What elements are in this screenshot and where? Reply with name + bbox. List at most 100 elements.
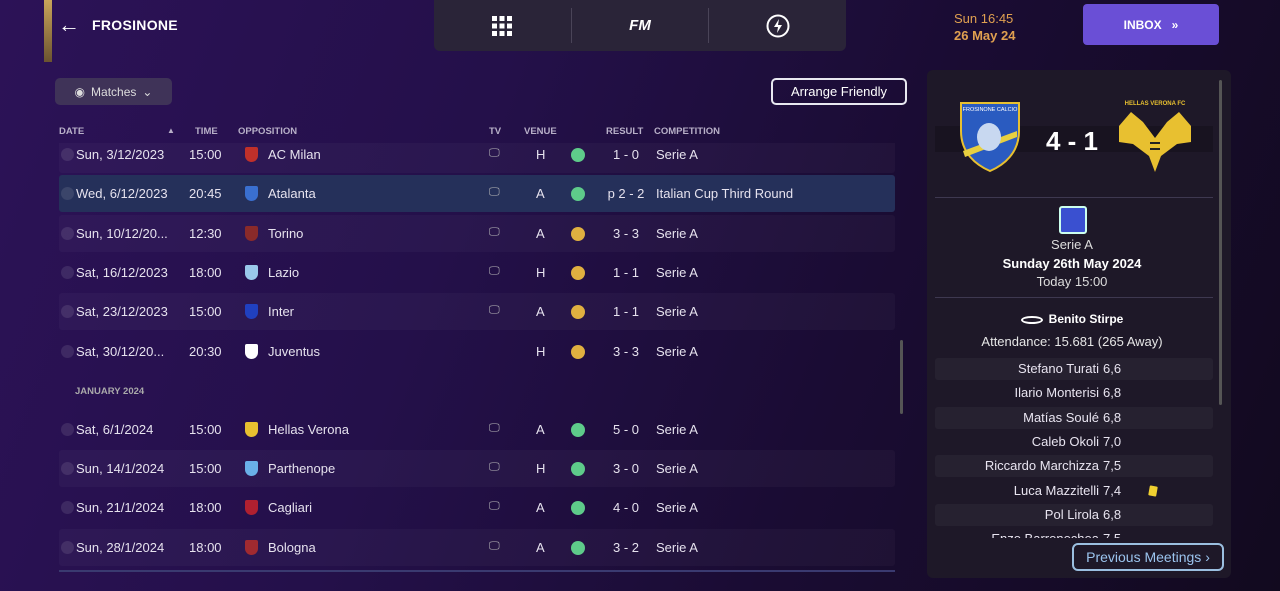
match-result[interactable]: 3 - 3 xyxy=(612,225,639,241)
draw-result-icon xyxy=(571,344,585,359)
hellas-verona-crest[interactable]: HELLAS VERONA FC xyxy=(1117,98,1193,178)
inbox-button[interactable]: INBOX » xyxy=(1083,4,1219,45)
competition[interactable]: Serie A xyxy=(656,421,698,437)
match-result[interactable]: 3 - 3 xyxy=(612,343,639,359)
competition[interactable]: Serie A xyxy=(656,264,698,280)
col-time[interactable]: TIME xyxy=(195,126,218,137)
match-result[interactable]: 1 - 0 xyxy=(612,147,639,162)
competition[interactable]: Italian Cup Third Round xyxy=(656,186,794,202)
col-competition[interactable]: COMPETITION xyxy=(654,126,720,137)
match-result[interactable]: 3 - 0 xyxy=(612,461,639,477)
game-date-time[interactable]: Sun 16:45 26 May 24 xyxy=(954,10,1015,44)
match-result[interactable]: 5 - 0 xyxy=(612,421,639,437)
attendance: Attendance: 15.681 (265 Away) xyxy=(981,334,1163,349)
match-result[interactable]: p 2 - 2 xyxy=(607,186,645,202)
match-time: 20:45 xyxy=(189,186,222,202)
col-venue[interactable]: VENUE xyxy=(524,126,557,137)
fixture-row[interactable]: Sun, 21/1/2024 18:00 Cagliari 🖵 A 4 - 0 … xyxy=(59,489,895,526)
fm-home-button[interactable]: FM xyxy=(572,8,710,43)
match-result[interactable]: 4 - 0 xyxy=(612,500,639,516)
panel-scrollbar[interactable] xyxy=(1219,80,1222,405)
player-rating-row[interactable]: Stefano Turati 6,6 xyxy=(935,358,1213,380)
player-rating-row[interactable]: Riccardo Marchizza 7,5 xyxy=(935,455,1213,478)
tv-icon: 🖵 xyxy=(489,421,500,434)
player-rating: 6,8 xyxy=(1103,409,1122,425)
table-scrollbar[interactable] xyxy=(900,340,903,414)
col-opposition[interactable]: OPPOSITION xyxy=(238,126,298,137)
fixture-row[interactable]: Sun, 10/12/20... 12:30 Torino 🖵 A 3 - 3 … xyxy=(59,215,895,252)
fixtures-table: Sun, 3/12/2023 15:00 AC Milan 🖵 H 1 - 0 … xyxy=(59,143,895,570)
arrange-friendly-button[interactable]: Arrange Friendly xyxy=(771,78,907,105)
venue: H xyxy=(536,147,546,162)
back-arrow-icon[interactable]: ← xyxy=(58,12,80,37)
fixture-row[interactable]: Wed, 6/12/2023 20:45 Atalanta 🖵 A p 2 - … xyxy=(59,175,895,213)
player-rating-row[interactable]: Caleb Okoli 7,0 xyxy=(935,431,1213,453)
club-accent-bar xyxy=(44,0,52,62)
played-check-icon xyxy=(61,148,74,161)
competition[interactable]: Serie A xyxy=(656,539,698,555)
competition[interactable]: Serie A xyxy=(656,147,698,162)
match-time: 15:00 xyxy=(189,421,222,437)
player-rating: 6,8 xyxy=(1103,385,1122,401)
tv-icon: 🖵 xyxy=(489,304,500,317)
match-date: Sat, 23/12/2023 xyxy=(76,304,168,320)
opponent-name[interactable]: Inter xyxy=(268,304,295,320)
opponent-name[interactable]: Lazio xyxy=(268,264,300,280)
competition[interactable]: Serie A xyxy=(656,304,698,320)
eye-icon: ◉ xyxy=(74,84,86,99)
club-title: FROSINONE xyxy=(92,17,178,33)
match-score: 4 - 1 xyxy=(1045,126,1099,156)
match-result[interactable]: 1 - 1 xyxy=(612,304,639,320)
fixture-row[interactable]: Sat, 16/12/2023 18:00 Lazio 🖵 H 1 - 1 Se… xyxy=(59,254,895,291)
venue: A xyxy=(536,225,545,241)
opponent-name[interactable]: Atalanta xyxy=(268,186,316,202)
fixture-row[interactable]: Sun, 28/1/2024 18:00 Bologna 🖵 A 3 - 2 S… xyxy=(59,529,895,566)
month-section-header: JANUARY 2024 xyxy=(75,385,145,397)
lightning-icon[interactable] xyxy=(709,8,846,43)
sort-asc-icon[interactable]: ▲ xyxy=(167,126,175,135)
opponent-name[interactable]: Cagliari xyxy=(268,500,313,516)
player-rating-row[interactable]: Pol Lirola 6,8 xyxy=(935,503,1213,526)
previous-meetings-label: Previous Meetings xyxy=(1086,549,1202,565)
opponent-name[interactable]: Hellas Verona xyxy=(268,421,349,437)
col-date[interactable]: DATE xyxy=(59,126,85,137)
player-rating: 7,5 xyxy=(1103,531,1121,538)
player-rating-row[interactable]: Ilario Monterisi 6,8 xyxy=(935,382,1213,404)
col-result[interactable]: RESULT xyxy=(606,126,644,137)
player-rating-row[interactable]: Matías Soulé 6,8 xyxy=(935,406,1213,429)
grid-menu-icon[interactable] xyxy=(434,8,572,43)
match-time: 18:00 xyxy=(189,539,222,555)
divider xyxy=(935,197,1213,198)
opponent-name[interactable]: Juventus xyxy=(268,343,321,359)
view-filter-dropdown[interactable]: ◉ Matches ⌄ xyxy=(55,78,172,105)
match-time: 15:00 xyxy=(189,461,222,477)
competition[interactable]: Serie A xyxy=(656,461,698,477)
match-date: Sun, 14/1/2024 xyxy=(76,461,165,477)
stadium-name: Benito Stirpe xyxy=(1048,312,1124,326)
fixture-row[interactable]: Sat, 30/12/20... 20:30 Juventus H 3 - 3 … xyxy=(59,333,895,370)
competition[interactable]: Serie A xyxy=(656,343,698,359)
opponent-name[interactable]: AC Milan xyxy=(268,147,321,162)
fixture-row[interactable]: Sun, 3/12/2023 15:00 AC Milan 🖵 H 1 - 0 … xyxy=(59,143,895,173)
opponent-name[interactable]: Bologna xyxy=(268,539,316,555)
competition[interactable]: Serie A xyxy=(656,500,698,516)
match-date: Sun, 21/1/2024 xyxy=(76,500,165,516)
competition[interactable]: Serie A xyxy=(656,225,698,241)
fixture-row[interactable]: Sat, 23/12/2023 15:00 Inter 🖵 A 1 - 1 Se… xyxy=(59,293,895,330)
opponent-name[interactable]: Parthenope xyxy=(268,461,336,477)
fixture-row[interactable]: Sat, 6/1/2024 15:00 Hellas Verona 🖵 A 5 … xyxy=(59,411,895,448)
away-crest-text: HELLAS VERONA FC xyxy=(1125,101,1186,107)
previous-meetings-button[interactable]: Previous Meetings › xyxy=(1072,543,1224,571)
match-result[interactable]: 3 - 2 xyxy=(612,539,639,555)
inbox-label: INBOX xyxy=(1123,17,1162,32)
player-rating-row[interactable]: Enzo Barrenechea 7,5 xyxy=(935,528,1213,538)
fixture-row[interactable]: Sun, 14/1/2024 15:00 Parthenope 🖵 H 3 - … xyxy=(59,450,895,487)
opponent-name[interactable]: Torino xyxy=(268,225,304,241)
opponent-crest-icon xyxy=(245,500,258,516)
player-rating-row[interactable]: Luca Mazzitelli 7,4 xyxy=(935,480,1213,502)
frosinone-crest[interactable]: FROSINONE CALCIO xyxy=(959,101,1021,178)
opponent-crest-icon xyxy=(245,343,258,359)
match-result[interactable]: 1 - 1 xyxy=(612,264,639,280)
col-tv[interactable]: TV xyxy=(489,126,502,137)
competition-name: Serie A xyxy=(1051,237,1093,252)
